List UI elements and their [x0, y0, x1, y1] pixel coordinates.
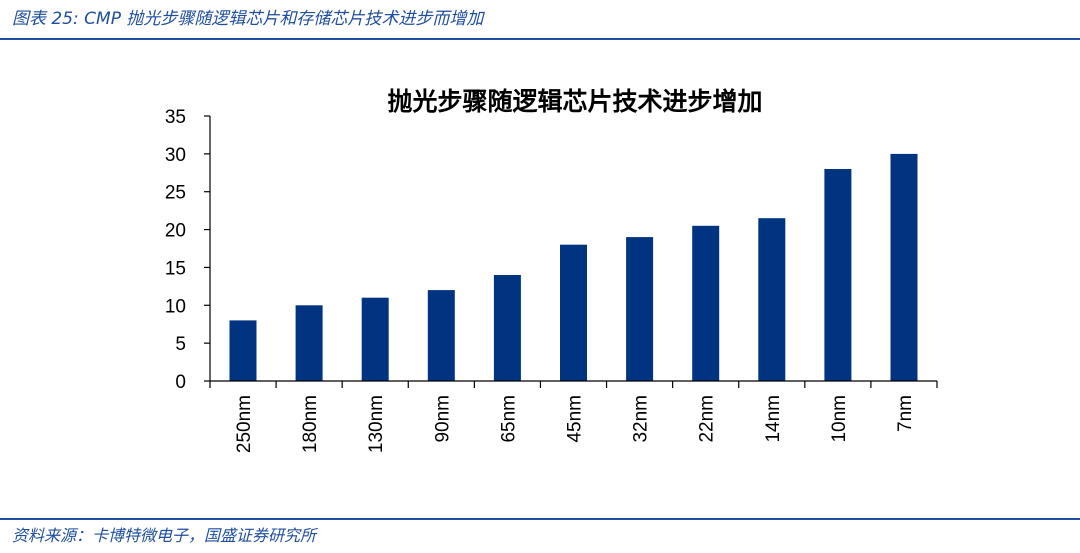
x-tick-label: 14nm: [763, 395, 784, 443]
bars-layer: [229, 153, 918, 381]
caption-divider: [0, 38, 1080, 40]
x-tick-label: 32nm: [631, 395, 652, 443]
y-tick-label: 5: [175, 334, 186, 355]
x-tick-label: 45nm: [565, 395, 586, 443]
bar-32nm: [626, 237, 654, 381]
y-tick-label: 0: [175, 372, 186, 393]
x-tick-label: 130nm: [366, 395, 387, 453]
bar-90nm: [427, 290, 455, 381]
x-tick-label: 65nm: [498, 395, 519, 443]
y-tick-label: 35: [165, 107, 186, 128]
x-tick-label: 7nm: [895, 395, 916, 432]
x-tick-label: 90nm: [432, 395, 453, 443]
y-tick-label: 20: [165, 221, 186, 242]
bar-10nm: [824, 169, 852, 381]
y-tick-label: 25: [165, 183, 186, 204]
chart-title: 抛光步骤随逻辑芯片技术进步增加: [387, 87, 762, 116]
bar-130nm: [361, 297, 389, 381]
x-tick-label: 10nm: [829, 395, 850, 443]
bar-7nm: [890, 153, 918, 381]
y-tick-label: 30: [165, 145, 186, 166]
bar-45nm: [560, 244, 587, 381]
source-note: 资料来源：卡博特微电子，国盛证券研究所: [12, 526, 317, 545]
bar-65nm: [493, 275, 521, 381]
bar-250nm: [229, 320, 257, 381]
x-tick-label: 250nm: [234, 395, 255, 453]
bar-180nm: [295, 305, 323, 381]
bar-chart: 抛光步骤随逻辑芯片技术进步增加 0 5 10 15 20 25 30 35 250nm 180nm…: [165, 87, 938, 453]
y-tick-label: 10: [165, 296, 186, 317]
figure-caption: 图表 25: CMP 抛光步骤随逻辑芯片和存储芯片技术进步而增加: [12, 9, 484, 29]
y-tick-label: 15: [165, 258, 186, 279]
bar-22nm: [692, 225, 720, 381]
x-tick-label: 22nm: [697, 395, 718, 443]
bar-14nm: [758, 218, 786, 381]
source-divider: [0, 518, 1080, 520]
x-tick-label: 180nm: [300, 395, 321, 453]
axes-layer: 0 5 10 15 20 25 30 35 250nm 180nm 130nm 90nm 65nm 45n…: [165, 107, 938, 453]
